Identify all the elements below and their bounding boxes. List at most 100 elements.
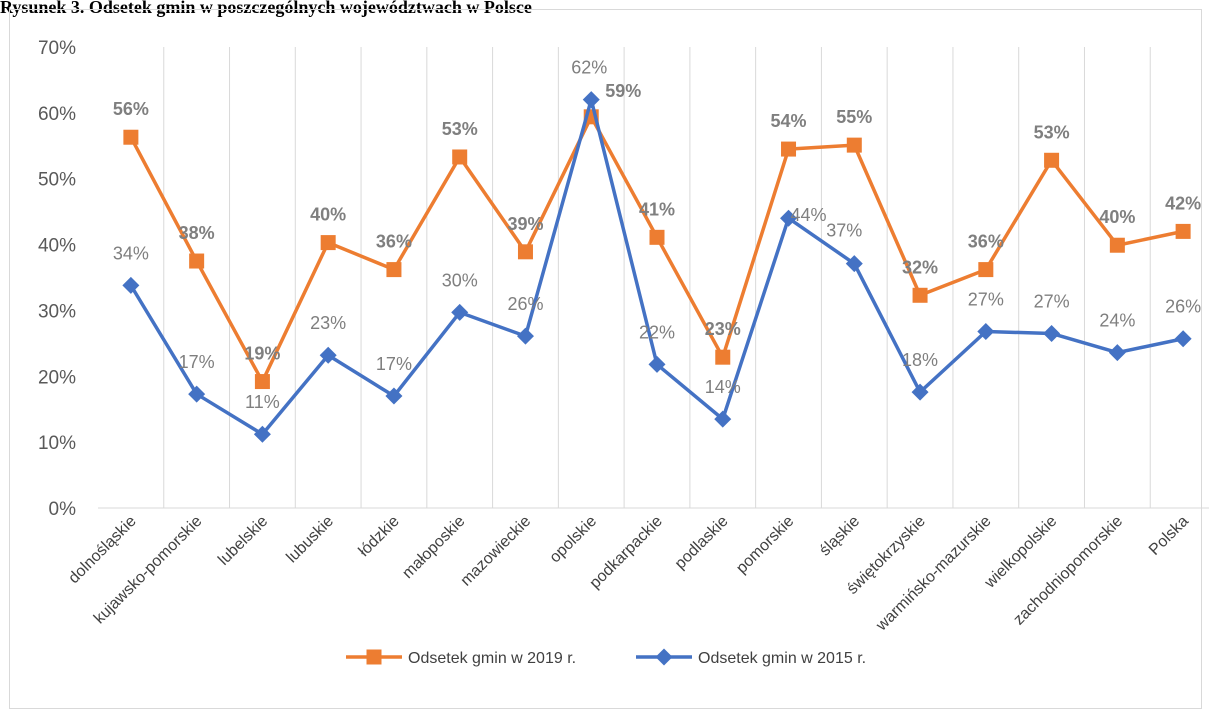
data-label-2019: 36% (376, 232, 412, 252)
data-label-2019: 42% (1165, 193, 1201, 213)
data-label-2019: 55% (836, 107, 872, 127)
data-point-2015 (122, 276, 140, 294)
y-tick-label: 10% (38, 433, 76, 454)
data-point-2019 (912, 287, 928, 303)
data-labels: 56% 38% 19% 40% 36% 53% 39% 59% 41% 23% 54% 55% 32% 3… (113, 58, 1201, 413)
data-label-2015: 18% (902, 350, 938, 370)
x-tick-label: lubelskie (215, 513, 271, 569)
data-point-2015 (385, 387, 403, 405)
data-label-2015: 37% (826, 221, 862, 241)
x-tick-label: Polska (1146, 513, 1192, 559)
data-point-2015 (714, 410, 732, 428)
page-title: Rysunek 3. Odsetek gmin w poszczególnych… (0, 0, 532, 17)
y-tick-label: 30% (38, 301, 76, 322)
x-tick-label: śląskie (817, 513, 864, 560)
data-label-2019: 23% (705, 319, 741, 339)
data-point-2019 (1175, 223, 1191, 239)
data-point-2015 (1043, 324, 1061, 342)
data-point-2015 (780, 209, 798, 227)
data-point-2019 (452, 149, 468, 165)
x-tick-label: mazowieckie (458, 513, 535, 590)
y-tick-label: 40% (38, 236, 76, 257)
data-label-2019: 41% (639, 199, 675, 219)
data-label-2019: 54% (771, 111, 807, 131)
x-tick-label: dolnośląskie (65, 513, 139, 587)
data-label-2015: 17% (179, 352, 215, 372)
data-point-2015 (911, 383, 929, 401)
data-label-2019: 53% (442, 119, 478, 139)
data-point-2019 (1109, 237, 1125, 253)
data-point-2019 (517, 244, 533, 260)
data-point-2015 (516, 327, 534, 345)
data-point-2015 (188, 385, 206, 403)
data-label-2015: 17% (376, 354, 412, 374)
y-tick-label: 0% (49, 499, 77, 520)
data-point-2015 (1174, 330, 1192, 348)
data-point-2019 (715, 349, 731, 365)
x-tick-label: warmińsko-mazurskie (873, 513, 995, 635)
data-point-2019 (189, 253, 205, 269)
legend-marker (655, 648, 673, 666)
data-point-2015 (845, 255, 863, 273)
y-tick-label: 20% (38, 367, 76, 388)
data-point-2019 (386, 262, 402, 278)
data-point-2019 (254, 374, 270, 390)
x-tick-label: małoposkie (399, 513, 468, 582)
data-label-2019: 59% (605, 81, 641, 101)
data-label-2019: 56% (113, 99, 149, 119)
x-tick-label: podlaskie (672, 513, 732, 573)
data-label-2015: 44% (791, 205, 827, 225)
data-point-2019 (123, 129, 139, 145)
x-tick-label: zachodniopomorskie (1010, 513, 1126, 629)
chart-frame (9, 9, 1202, 709)
data-label-2015: 27% (968, 290, 1004, 310)
y-tick-label: 50% (38, 170, 76, 191)
data-point-2019 (649, 229, 665, 245)
legend-marker (366, 649, 382, 665)
data-point-2019 (320, 235, 336, 251)
x-tick-label: pomorskie (733, 513, 797, 577)
x-tick-label: łódzkie (356, 513, 403, 560)
y-tick-label: 60% (38, 104, 76, 125)
data-label-2015: 23% (310, 313, 346, 333)
data-label-2015: 11% (245, 392, 280, 412)
series-line-2015 (129, 97, 1184, 436)
data-label-2015: 24% (1099, 311, 1135, 331)
data-point-2019 (1044, 152, 1060, 168)
data-label-2019: 53% (1034, 122, 1070, 142)
data-point-2019 (781, 141, 797, 157)
data-point-2015 (1108, 344, 1126, 362)
data-label-2015: 26% (507, 294, 543, 314)
y-axis: 0% 10% 20% 30% 40% 50% 60% 70% (38, 38, 76, 520)
data-label-2015: 22% (639, 322, 675, 342)
data-label-2019: 38% (179, 223, 215, 243)
data-point-2019 (978, 262, 994, 278)
data-label-2015: 30% (442, 270, 478, 290)
data-label-2019: 19% (244, 344, 280, 364)
data-point-2015 (253, 425, 271, 443)
data-point-2015 (977, 323, 995, 341)
data-label-2019: 32% (902, 257, 938, 277)
data-label-2019: 40% (1099, 207, 1135, 227)
legend: Odsetek gmin w 2019 r. Odsetek gmin w 201… (346, 648, 866, 667)
data-label-2015: 34% (113, 243, 149, 263)
data-label-2019: 40% (310, 205, 346, 225)
y-tick-label: 70% (38, 38, 76, 59)
data-label-2015: 62% (571, 58, 607, 78)
data-point-2015 (582, 91, 600, 109)
data-label-2015: 14% (705, 377, 741, 397)
x-tick-label: opolskie (547, 513, 601, 567)
data-label-2015: 27% (1034, 291, 1070, 311)
gridlines (98, 47, 1209, 509)
legend-label: Odsetek gmin w 2019 r. (408, 650, 576, 667)
legend-label: Odsetek gmin w 2015 r. (698, 650, 866, 667)
data-point-2015 (319, 346, 337, 364)
data-label-2019: 36% (968, 232, 1004, 252)
data-point-2015 (451, 303, 469, 321)
x-tick-label: kujawsko-pomorskie (91, 513, 206, 628)
x-tick-label: lubuskie (283, 513, 337, 567)
data-point-2015 (648, 355, 666, 373)
data-point-2019 (846, 137, 862, 153)
